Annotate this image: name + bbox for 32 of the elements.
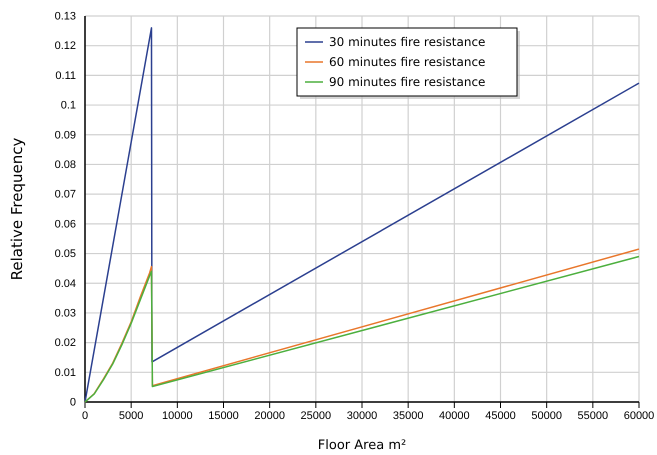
y-tick-label: 0.07: [54, 188, 76, 201]
x-tick-label: 10000: [162, 410, 193, 422]
y-tick-label: 0.05: [54, 248, 76, 260]
y-tick-label: 0.02: [54, 337, 76, 350]
y-axis-title: Relative Frequency: [8, 138, 26, 280]
y-tick-label: 0.12: [54, 40, 76, 52]
x-tick-label: 35000: [392, 410, 424, 422]
x-tick-label: 15000: [208, 410, 239, 422]
y-tick-label: 0.03: [54, 307, 76, 320]
x-tick-label: 60000: [624, 410, 654, 422]
y-tick-label: 0.08: [54, 158, 76, 171]
x-tick-label: 40000: [439, 410, 470, 422]
y-tick-label: 0.01: [54, 366, 76, 379]
y-tick-label: 0.06: [54, 218, 76, 230]
x-tick-label: 5000: [118, 410, 144, 422]
x-tick-label: 55000: [578, 410, 608, 422]
y-tick-label: 0.1: [60, 100, 76, 112]
x-axis-title: Floor Area m²: [318, 438, 406, 453]
y-tick-label: 0.09: [54, 129, 76, 142]
y-tick-label: 0.11: [55, 70, 76, 82]
x-tick-label: 45000: [485, 410, 516, 422]
legend-label: 60 minutes fire resistance: [329, 55, 486, 69]
y-tick-label: 0: [70, 396, 76, 409]
y-tick-label: 0.13: [54, 10, 76, 23]
legend-label: 90 minutes fire resistance: [329, 75, 486, 89]
x-tick-label: 25000: [300, 410, 332, 422]
legend-label: 30 minutes fire resistance: [329, 35, 486, 49]
y-tick-label: 0.04: [54, 278, 76, 290]
x-tick-label: 0: [82, 410, 88, 422]
x-tick-label: 30000: [346, 410, 378, 422]
x-tick-label: 50000: [531, 410, 562, 422]
x-tick-label: 20000: [254, 410, 285, 422]
